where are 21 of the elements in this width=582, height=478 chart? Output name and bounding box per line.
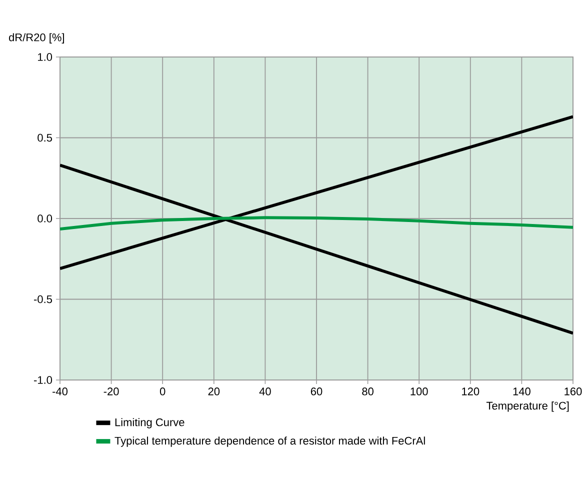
x-tick-label: 0	[160, 388, 166, 396]
x-tick-label: -40	[52, 388, 68, 396]
x-tick-label: 60	[310, 388, 322, 396]
y-tick-label: -1.0	[34, 376, 52, 384]
y-axis-title: dR/R20 [%]	[8, 33, 64, 44]
y-tick-label: 0.0	[38, 214, 52, 222]
y-tick-label: 0.5	[38, 134, 52, 142]
x-axis-title: Temperature [°C]	[486, 402, 569, 412]
line-series	[60, 216, 573, 230]
x-tick-label: 120	[462, 388, 480, 396]
x-tick-label: 100	[410, 388, 428, 396]
x-tick-label: 160	[564, 388, 582, 396]
y-tick-label: 1.0	[38, 53, 52, 61]
x-tick-label: 20	[208, 388, 220, 396]
legend-label: Limiting Curve	[115, 418, 184, 428]
x-tick-label: 140	[513, 388, 530, 396]
y-tick-label: -0.5	[34, 295, 52, 304]
x-tick-label: -20	[104, 388, 119, 396]
x-tick-label: 80	[362, 388, 374, 396]
legend-label: Typical temperature dependence of a resistor made with FeCrAl	[114, 436, 425, 447]
x-tick-label: 40	[259, 388, 271, 396]
